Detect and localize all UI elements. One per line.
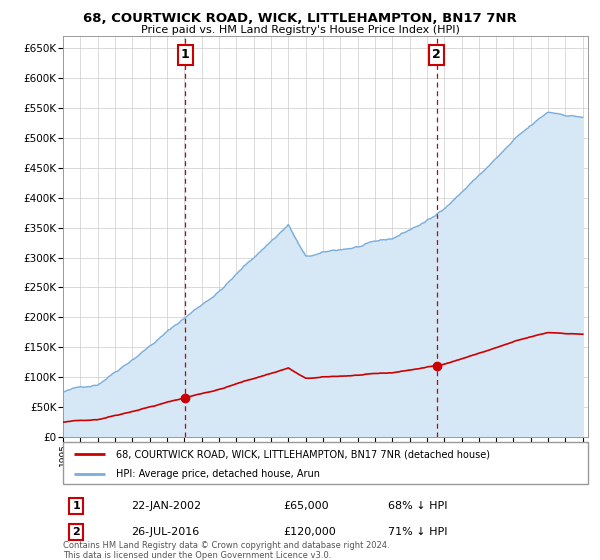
Text: £65,000: £65,000 bbox=[284, 501, 329, 511]
Text: 68, COURTWICK ROAD, WICK, LITTLEHAMPTON, BN17 7NR: 68, COURTWICK ROAD, WICK, LITTLEHAMPTON,… bbox=[83, 12, 517, 25]
Text: Contains HM Land Registry data © Crown copyright and database right 2024.
This d: Contains HM Land Registry data © Crown c… bbox=[63, 540, 389, 560]
Text: 1: 1 bbox=[181, 48, 190, 62]
Text: 68% ↓ HPI: 68% ↓ HPI bbox=[389, 501, 448, 511]
Text: HPI: Average price, detached house, Arun: HPI: Average price, detached house, Arun bbox=[115, 469, 320, 479]
Text: 71% ↓ HPI: 71% ↓ HPI bbox=[389, 527, 448, 537]
Text: 26-JUL-2016: 26-JUL-2016 bbox=[131, 527, 199, 537]
Text: Price paid vs. HM Land Registry's House Price Index (HPI): Price paid vs. HM Land Registry's House … bbox=[140, 25, 460, 35]
Text: 1: 1 bbox=[72, 501, 80, 511]
Text: 2: 2 bbox=[72, 527, 80, 537]
Text: 2: 2 bbox=[432, 48, 441, 62]
FancyBboxPatch shape bbox=[63, 442, 588, 484]
Text: £120,000: £120,000 bbox=[284, 527, 336, 537]
Text: 68, COURTWICK ROAD, WICK, LITTLEHAMPTON, BN17 7NR (detached house): 68, COURTWICK ROAD, WICK, LITTLEHAMPTON,… bbox=[115, 449, 490, 459]
Text: 22-JAN-2002: 22-JAN-2002 bbox=[131, 501, 202, 511]
